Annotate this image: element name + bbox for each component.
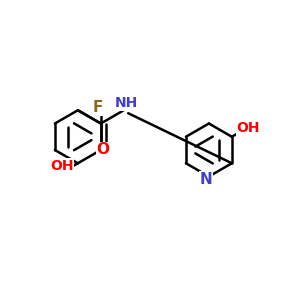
Text: OH: OH (236, 121, 260, 135)
Text: N: N (200, 172, 212, 187)
Text: OH: OH (50, 159, 74, 173)
Text: F: F (93, 100, 103, 115)
Text: NH: NH (115, 96, 138, 110)
Text: O: O (97, 142, 110, 158)
